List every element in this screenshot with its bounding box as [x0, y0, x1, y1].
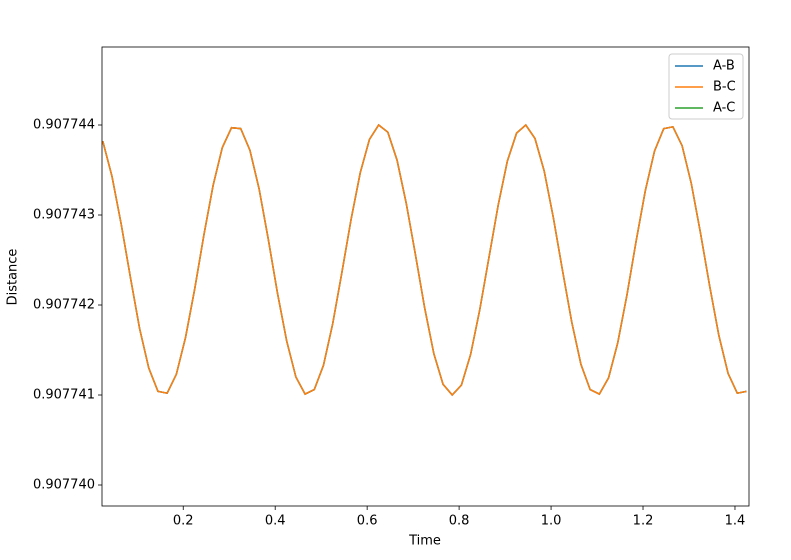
x-tick-label: 0.2 [173, 514, 194, 529]
x-tick-label: 0.8 [449, 514, 470, 529]
legend-box [668, 53, 744, 120]
legend-label: A-B [713, 59, 735, 74]
x-tick-label: 1.0 [541, 514, 562, 529]
y-tick-label: 0.907742 [33, 298, 95, 313]
y-tick-label: 0.907741 [33, 388, 95, 403]
y-axis-label: Distance [6, 249, 21, 306]
y-tick-label: 0.907744 [33, 118, 95, 133]
legend-label: A-C [713, 101, 735, 116]
y-tick-label: 0.907740 [33, 478, 95, 493]
legend-label: B-C [713, 80, 736, 95]
y-tick-label: 0.907743 [33, 208, 95, 223]
x-tick-label: 0.4 [265, 514, 286, 529]
x-axis-label: Time [408, 534, 441, 549]
x-tick-label: 1.2 [633, 514, 654, 529]
plot-frame [101, 46, 750, 507]
series-line [102, 123, 747, 397]
x-tick-label: 0.6 [357, 514, 378, 529]
x-tick-label: 1.4 [725, 514, 746, 529]
